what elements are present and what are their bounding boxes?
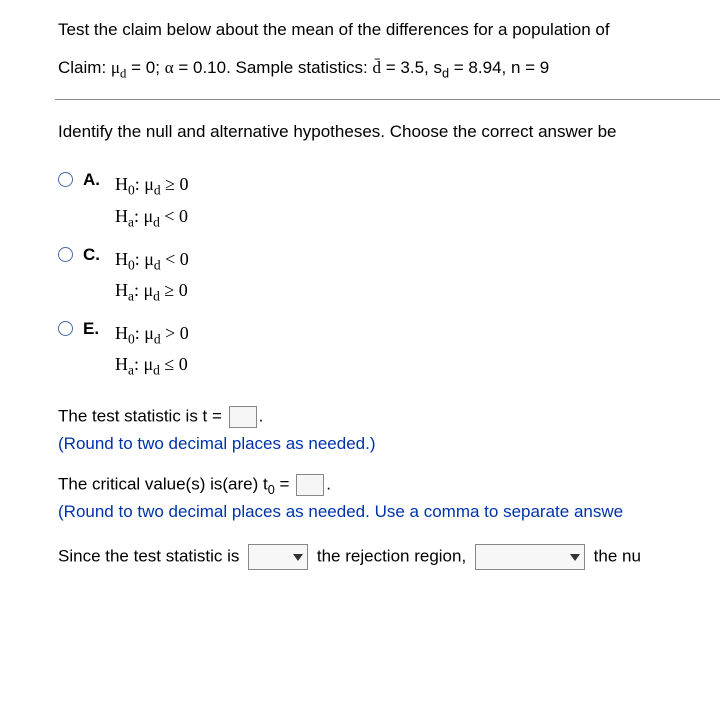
dbar-symbol: d̄ <box>373 58 382 77</box>
conclusion-dropdown-1[interactable] <box>248 544 308 570</box>
critical-value-period: . <box>326 474 331 493</box>
test-statistic-period: . <box>259 406 264 425</box>
critical-value-line: The critical value(s) is(are) t0 = . <box>58 474 720 497</box>
divider-line <box>55 99 720 100</box>
test-statistic-note: (Round to two decimal places as needed.) <box>58 434 720 454</box>
critical-value-note: (Round to two decimal places as needed. … <box>58 502 720 522</box>
claim-line: Claim: μ d = 0; α = 0.10. Sample statisti… <box>58 58 720 81</box>
radio-e[interactable] <box>58 321 73 336</box>
option-c-row[interactable]: C. H0: μd < 0 Ha: μd ≥ 0 <box>58 245 720 307</box>
sd-sub: d <box>442 65 449 80</box>
conclusion-end: the nu <box>594 547 641 566</box>
test-statistic-input[interactable] <box>229 406 257 428</box>
claim-sd-val: = 8.94, n = 9 <box>449 58 549 77</box>
conclusion-line: Since the test statistic is the rejectio… <box>58 544 720 570</box>
option-e-label: E. <box>83 319 105 339</box>
mu-symbol: μ <box>111 58 120 77</box>
identify-prompt: Identify the null and alternative hypoth… <box>58 122 720 142</box>
chevron-down-icon <box>570 554 580 561</box>
critical-value-mid: = <box>275 474 294 493</box>
option-c-label: C. <box>83 245 105 265</box>
claim-alpha-val: = 0.10. Sample statistics: <box>174 58 373 77</box>
option-a-label: A. <box>83 170 105 190</box>
claim-dbar-val: = 3.5, s <box>381 58 442 77</box>
option-e-content: H0: μd > 0 Ha: μd ≤ 0 <box>115 319 189 381</box>
question-intro: Test the claim below about the mean of t… <box>58 20 720 40</box>
test-statistic-line: The test statistic is t = . <box>58 406 720 428</box>
test-statistic-text: The test statistic is t = <box>58 406 227 425</box>
option-a-content: H0: μd ≥ 0 Ha: μd < 0 <box>115 170 189 232</box>
claim-eq0: = 0; <box>126 58 164 77</box>
alpha-symbol: α <box>165 58 174 77</box>
conclusion-pre: Since the test statistic is <box>58 547 244 566</box>
radio-c[interactable] <box>58 247 73 262</box>
critical-value-sub: 0 <box>268 481 275 496</box>
radio-a[interactable] <box>58 172 73 187</box>
conclusion-dropdown-2[interactable] <box>475 544 585 570</box>
critical-value-pre: The critical value(s) is(are) t <box>58 474 268 493</box>
options-block: A. H0: μd ≥ 0 Ha: μd < 0 C. H0: μd < 0 H… <box>58 170 720 381</box>
option-a-row[interactable]: A. H0: μd ≥ 0 Ha: μd < 0 <box>58 170 720 232</box>
option-e-row[interactable]: E. H0: μd > 0 Ha: μd ≤ 0 <box>58 319 720 381</box>
option-c-content: H0: μd < 0 Ha: μd ≥ 0 <box>115 245 189 307</box>
conclusion-mid: the rejection region, <box>317 547 471 566</box>
critical-value-input[interactable] <box>296 474 324 496</box>
chevron-down-icon <box>293 554 303 561</box>
claim-prefix: Claim: <box>58 58 111 77</box>
